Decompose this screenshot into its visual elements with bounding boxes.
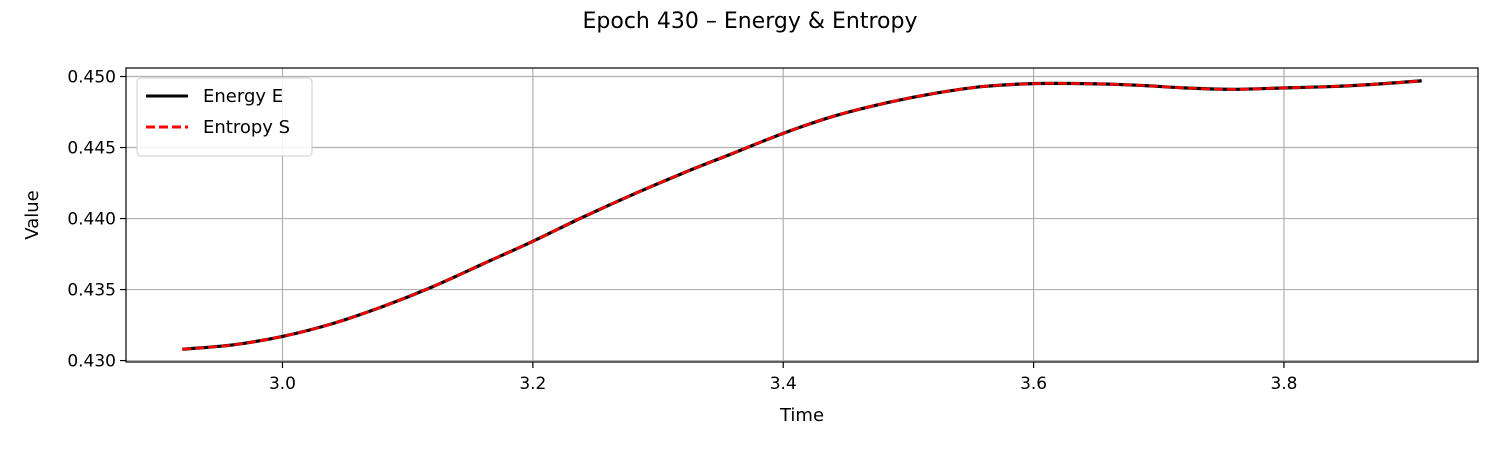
y-tick-label: 0.430: [67, 352, 116, 372]
x-tick-label: 3.8: [1270, 374, 1297, 394]
legend-label: Energy E: [203, 86, 283, 107]
series-line-entropy: [182, 79, 1422, 351]
series-layer: [182, 79, 1422, 351]
chart-title: Epoch 430 – Energy & Entropy: [583, 9, 918, 34]
legend: Energy E Entropy S: [136, 77, 313, 157]
x-tick-label: 3.6: [1020, 374, 1047, 394]
x-axis: 3.0 3.2 3.4 3.6 3.8: [269, 362, 1297, 394]
grid: [126, 68, 1478, 362]
x-tick-label: 3.0: [269, 374, 296, 394]
y-tick-label: 0.445: [67, 139, 116, 159]
y-tick-label: 0.435: [67, 281, 116, 301]
x-tick-label: 3.4: [770, 374, 797, 394]
x-axis-title: Time: [779, 405, 824, 426]
x-tick-label: 3.2: [519, 374, 546, 394]
y-tick-label: 0.450: [67, 68, 116, 88]
y-axis-title: Value: [22, 190, 43, 239]
plot-frame: [125, 67, 1479, 363]
legend-label: Entropy S: [203, 117, 290, 138]
y-tick-label: 0.440: [67, 210, 116, 230]
series-line-energy: [182, 79, 1422, 351]
y-axis: 0.430 0.435 0.440 0.445 0.450: [67, 68, 126, 372]
